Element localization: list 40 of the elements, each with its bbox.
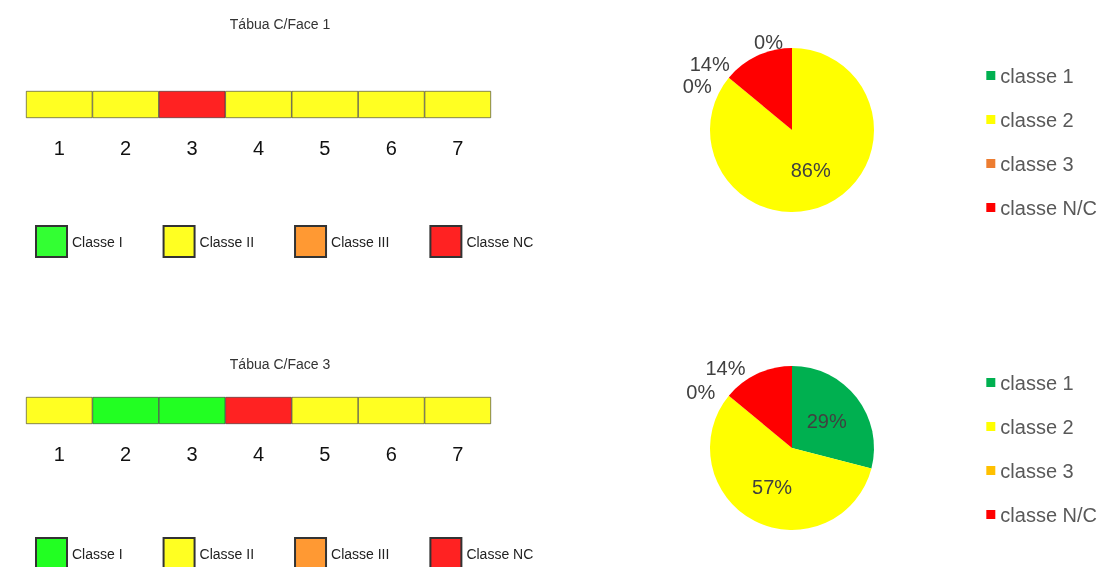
chart-title: Tábua C/Face 1 xyxy=(229,16,331,32)
x-tick-label: 5 xyxy=(319,137,331,159)
legend-label: classe 2 xyxy=(1000,108,1074,131)
data-label: 86% xyxy=(790,158,831,181)
data-label: 14% xyxy=(689,53,730,75)
x-tick-label: 7 xyxy=(452,137,464,159)
legend-label: classe 3 xyxy=(1000,152,1074,175)
x-tick-label: 1 xyxy=(53,137,65,159)
legend-label: Classe I xyxy=(72,233,123,250)
legend-label: classe N/C xyxy=(1000,196,1098,219)
legend-label: classe 2 xyxy=(1000,415,1074,438)
legend-label: classe N/C xyxy=(1000,503,1098,526)
legend-label: Classe NC xyxy=(466,545,534,562)
x-tick-label: 4 xyxy=(252,137,265,159)
text: 0% xyxy=(754,31,783,53)
text: 0% xyxy=(686,380,716,403)
legend-label: Classe III xyxy=(331,233,390,250)
x-tick-label: 4 xyxy=(252,443,265,465)
text: 0% xyxy=(682,75,712,97)
legend-label: classe 3 xyxy=(1000,459,1074,482)
data-label: 29% xyxy=(806,410,847,433)
chart-title: Tábua C/Face 3 xyxy=(229,356,331,372)
x-tick-label: 3 xyxy=(186,137,198,159)
legend-label: Classe NC xyxy=(466,233,534,250)
x-tick-label: 1 xyxy=(53,443,65,465)
data-label: 57% xyxy=(752,476,793,499)
x-tick-label: 2 xyxy=(120,137,132,159)
x-tick-label: 6 xyxy=(385,137,397,159)
x-tick-label: 5 xyxy=(319,443,331,465)
x-tick-label: 2 xyxy=(120,443,132,465)
x-tick-label: 7 xyxy=(452,443,464,465)
legend-label: classe 1 xyxy=(1000,371,1074,394)
legend-label: Classe I xyxy=(72,545,123,562)
legend-label: classe 1 xyxy=(1000,64,1074,87)
x-tick-label: 6 xyxy=(385,443,397,465)
legend-label: Classe II xyxy=(199,545,255,562)
data-label: 14% xyxy=(705,357,746,380)
legend-label: Classe II xyxy=(199,233,255,250)
legend-label: Classe III xyxy=(331,545,390,562)
x-tick-label: 3 xyxy=(186,443,198,465)
